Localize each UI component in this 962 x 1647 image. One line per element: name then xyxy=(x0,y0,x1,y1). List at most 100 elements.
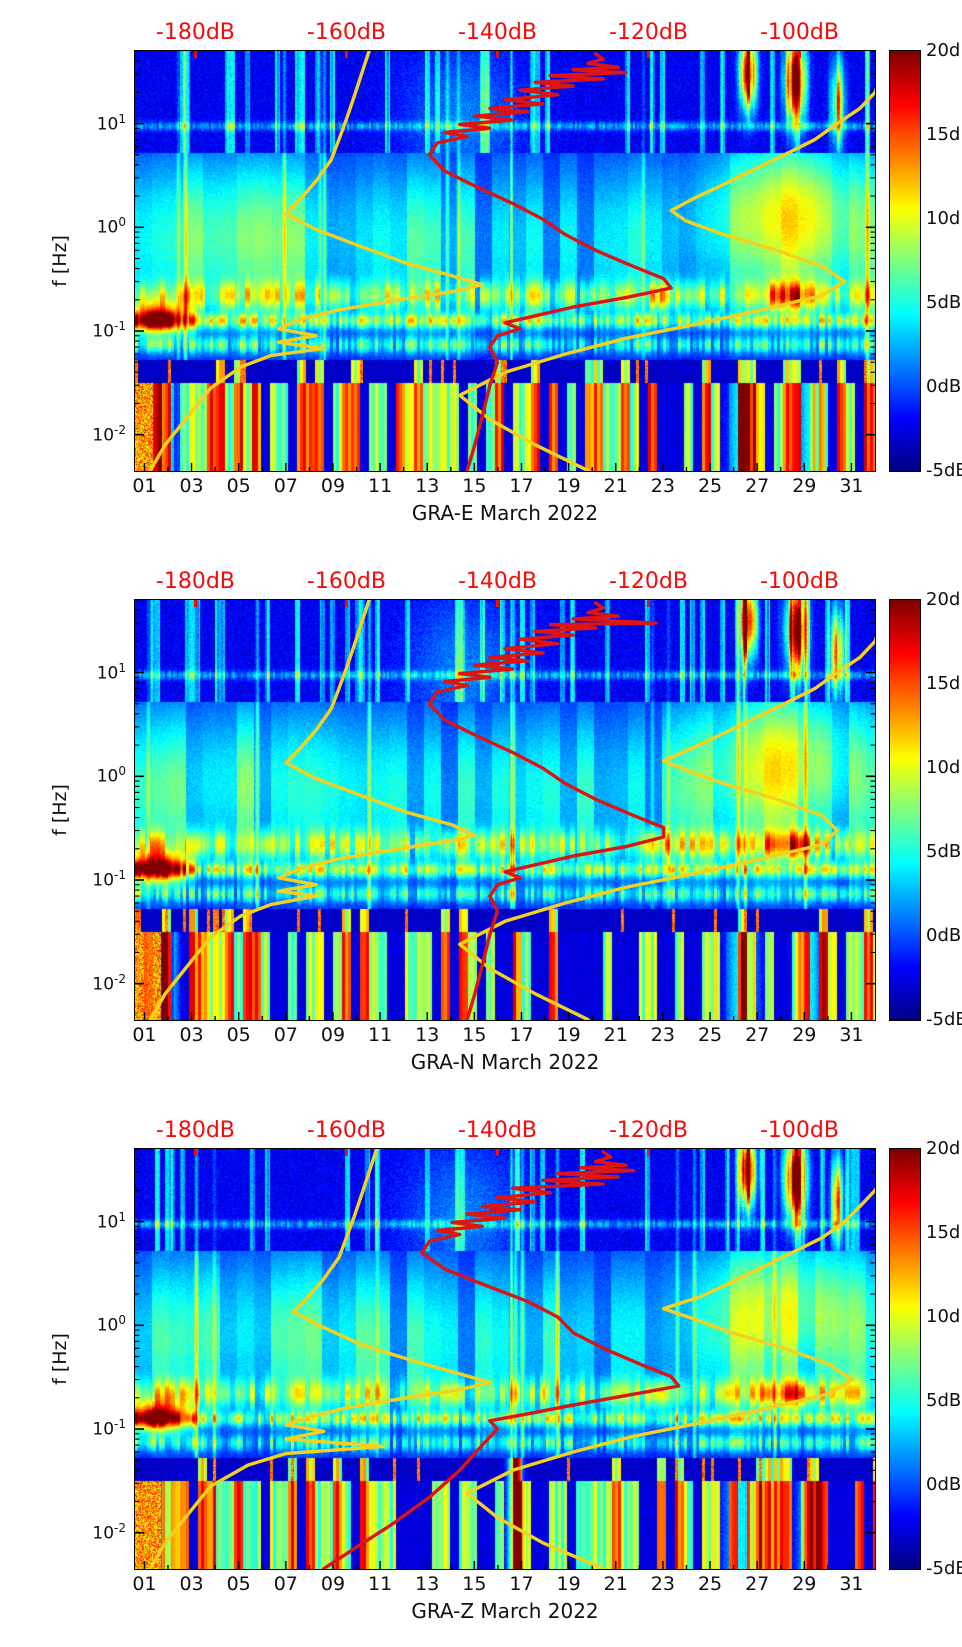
colorbar-tick-label: 10dB xyxy=(926,1306,962,1327)
figure-root: -180dB -160dB -140dB -120dB -100dB f [Hz] 10… xyxy=(0,16,962,1623)
y-axis-label: f [Hz] xyxy=(49,235,71,287)
y-tick-label: 10-1 xyxy=(92,868,126,891)
plot-area xyxy=(134,1148,876,1570)
yellow-low-curve xyxy=(148,600,477,1020)
x-tick-label: 09 xyxy=(320,475,346,497)
spectrogram-panel-gra-z: -180dB -160dB -140dB -120dB -100dB f [Hz] 10… xyxy=(40,1114,962,1647)
colorbar-tick-label: 20dB xyxy=(926,589,962,610)
x-tick-label: 01 xyxy=(132,1024,157,1046)
x-tick-label: 05 xyxy=(226,475,251,497)
top-axis-tick-label: -180dB xyxy=(155,569,235,594)
x-tick-label: 21 xyxy=(603,475,628,497)
colorbar-tick-label: 15dB xyxy=(926,124,962,145)
x-tick-label: 23 xyxy=(650,1573,675,1595)
x-tick-label: 17 xyxy=(509,1024,534,1046)
x-tick-label: 01 xyxy=(132,1573,157,1595)
colorbar-gradient xyxy=(889,599,921,1021)
x-tick-label: 19 xyxy=(556,475,581,497)
top-axis-tick-label: -160dB xyxy=(306,20,386,45)
top-axis-tick-label: -160dB xyxy=(306,1118,386,1143)
colorbar-tick-label: 20dB xyxy=(926,40,962,61)
overlay-curves xyxy=(135,600,875,1020)
x-tick-label: 09 xyxy=(320,1024,346,1046)
x-tick-label: 11 xyxy=(368,1024,393,1046)
x-tick-label: 13 xyxy=(415,1573,440,1595)
colorbar-tick-label: 0dB xyxy=(926,925,962,946)
panel-title: GRA-E March 2022 xyxy=(411,501,599,525)
x-tick-label: 13 xyxy=(415,475,440,497)
x-tick-label: 03 xyxy=(179,1573,204,1595)
colorbar-tick-label: 15dB xyxy=(926,673,962,694)
y-tick-label: 10-2 xyxy=(92,422,126,446)
panel-title: GRA-Z March 2022 xyxy=(411,1599,599,1623)
x-tick-label: 21 xyxy=(603,1024,628,1046)
y-tick-label: 101 xyxy=(96,111,126,135)
colorbar-tick-label: 5dB xyxy=(926,841,962,862)
top-axis-tick-label: -180dB xyxy=(155,1118,235,1143)
colorbar-tick-label: 0dB xyxy=(926,376,962,397)
colorbar-tick-label: 10dB xyxy=(926,757,962,778)
top-axis-tick-label: -160dB xyxy=(306,569,386,594)
y-axis-label: f [Hz] xyxy=(49,784,71,836)
colorbar-tick-label: 20dB xyxy=(926,1138,962,1159)
y-tick-label: 101 xyxy=(96,660,126,684)
y-axis-label: f [Hz] xyxy=(49,1333,71,1385)
x-tick-label: 05 xyxy=(226,1573,251,1595)
x-tick-label: 15 xyxy=(462,475,487,497)
colorbar-tick-label: 5dB xyxy=(926,1390,962,1411)
top-axis-tick-label: -100dB xyxy=(759,569,839,594)
x-tick-label: 25 xyxy=(697,1024,723,1046)
x-tick-label: 23 xyxy=(650,1024,675,1046)
x-tick-label: 03 xyxy=(179,1024,204,1046)
x-tick-label: 27 xyxy=(745,1573,770,1595)
spectrogram-panel-gra-e: -180dB -160dB -140dB -120dB -100dB f [Hz] 10… xyxy=(40,16,962,549)
spectrogram-panel-gra-n: -180dB -160dB -140dB -120dB -100dB f [Hz] 10… xyxy=(40,565,962,1098)
y-tick-label: 10-1 xyxy=(92,1417,126,1440)
yellow-low-curve xyxy=(148,1149,492,1569)
x-tick-label: 07 xyxy=(273,1024,298,1046)
top-axis-tick-label: -120dB xyxy=(608,569,688,594)
x-tick-label: 03 xyxy=(179,475,204,497)
colorbar-gradient xyxy=(889,1148,921,1570)
colorbar-tick-label: -5dB xyxy=(926,1558,962,1579)
colorbar-tick-label: -5dB xyxy=(926,1009,962,1030)
red-curve xyxy=(427,601,666,1020)
x-tick-label: 27 xyxy=(745,1024,770,1046)
x-tick-label: 29 xyxy=(792,1024,817,1046)
x-tick-label: 15 xyxy=(462,1573,487,1595)
x-tick-label: 19 xyxy=(556,1573,581,1595)
x-tick-label: 11 xyxy=(368,1573,393,1595)
top-axis-tick-label: -120dB xyxy=(608,1118,688,1143)
x-tick-label: 17 xyxy=(509,1573,534,1595)
x-tick-label: 27 xyxy=(745,475,770,497)
x-tick-label: 31 xyxy=(839,1024,864,1046)
colorbar-tick-label: 0dB xyxy=(926,1474,962,1495)
colorbar-tick-label: 5dB xyxy=(926,292,962,313)
x-tick-label: 11 xyxy=(368,475,393,497)
yellow-high-curve xyxy=(458,87,875,471)
y-tick-label: 10-2 xyxy=(92,1520,126,1544)
y-tick-label: 101 xyxy=(96,1209,126,1233)
x-tick-label: 09 xyxy=(320,1573,346,1595)
top-axis-tick-label: -140dB xyxy=(457,20,537,45)
y-tick-label: 100 xyxy=(96,1313,126,1336)
top-axis-tick-label: -140dB xyxy=(457,569,537,594)
yellow-high-curve xyxy=(458,636,875,1020)
colorbar-gradient xyxy=(889,50,921,472)
y-tick-label: 10-2 xyxy=(92,971,126,995)
plot-area xyxy=(134,50,876,472)
x-tick-label: 31 xyxy=(839,475,864,497)
red-curve xyxy=(427,52,673,471)
top-axis-tick-label: -100dB xyxy=(759,20,839,45)
yellow-high-curve xyxy=(465,1187,875,1569)
overlay-curves xyxy=(135,51,875,471)
x-tick-label: 01 xyxy=(132,475,157,497)
x-tick-label: 13 xyxy=(415,1024,440,1046)
x-tick-label: 07 xyxy=(273,475,298,497)
y-tick-label: 10-1 xyxy=(92,319,126,342)
x-tick-label: 07 xyxy=(273,1573,298,1595)
x-tick-label: 21 xyxy=(603,1573,628,1595)
panel-title: GRA-N March 2022 xyxy=(410,1050,600,1074)
x-tick-label: 17 xyxy=(509,475,534,497)
x-tick-label: 05 xyxy=(226,1024,251,1046)
